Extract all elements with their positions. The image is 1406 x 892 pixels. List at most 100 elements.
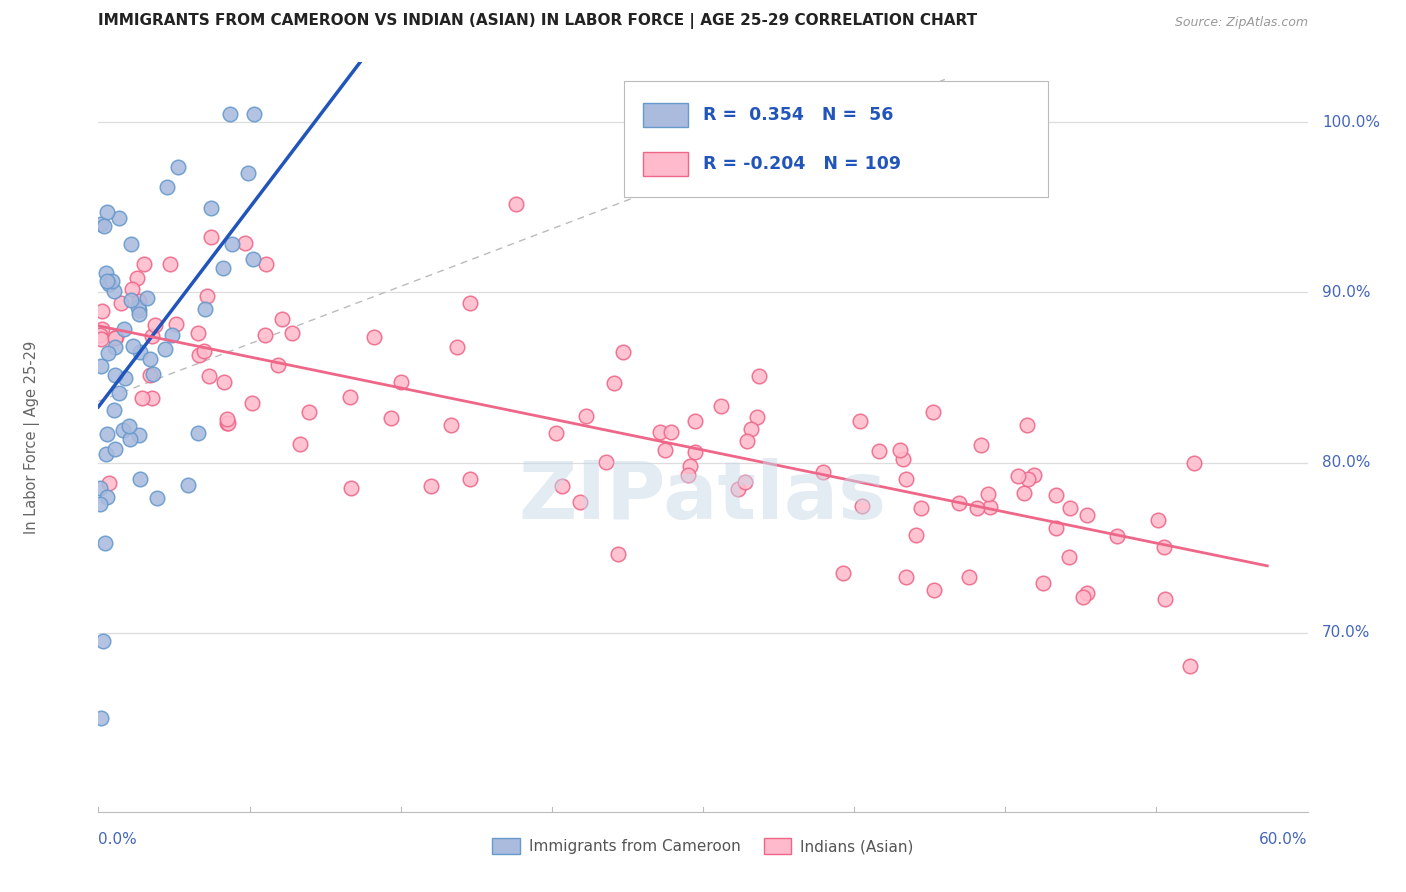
Point bbox=[339, 391, 361, 405]
Point bbox=[141, 329, 163, 343]
Point bbox=[1076, 586, 1098, 600]
Point bbox=[1007, 469, 1029, 483]
Point bbox=[813, 466, 835, 480]
Point bbox=[120, 237, 142, 252]
Point bbox=[868, 443, 890, 458]
Text: ZIPatlas: ZIPatlas bbox=[519, 458, 887, 536]
Point bbox=[1032, 576, 1054, 591]
Point bbox=[922, 404, 945, 418]
Point bbox=[966, 501, 988, 516]
Point bbox=[93, 219, 115, 233]
Point bbox=[889, 442, 911, 457]
Point bbox=[214, 375, 236, 389]
Point bbox=[240, 396, 263, 410]
Point bbox=[380, 410, 402, 425]
Point bbox=[1154, 591, 1177, 606]
Point bbox=[254, 258, 277, 272]
Point bbox=[1045, 521, 1067, 535]
Point bbox=[924, 583, 946, 598]
Point bbox=[155, 180, 177, 194]
Point bbox=[195, 289, 218, 303]
Point bbox=[145, 318, 167, 333]
Point bbox=[568, 495, 591, 509]
Point bbox=[211, 261, 233, 276]
Point bbox=[957, 570, 980, 584]
Point bbox=[146, 491, 169, 505]
Text: IMMIGRANTS FROM CAMEROON VS INDIAN (ASIAN) IN LABOR FORCE | AGE 25-29 CORRELATIO: IMMIGRANTS FROM CAMEROON VS INDIAN (ASIA… bbox=[98, 12, 977, 29]
Point bbox=[131, 391, 153, 405]
Point bbox=[105, 330, 128, 344]
Point bbox=[103, 340, 125, 354]
Point bbox=[118, 419, 141, 434]
Point bbox=[91, 322, 114, 336]
Point bbox=[104, 331, 127, 345]
Point bbox=[740, 422, 762, 436]
Legend: Immigrants from Cameroon, Indians (Asian): Immigrants from Cameroon, Indians (Asian… bbox=[486, 832, 920, 860]
Point bbox=[977, 487, 1000, 501]
Point bbox=[1178, 658, 1201, 673]
Point bbox=[138, 368, 160, 382]
Point bbox=[90, 359, 112, 373]
Point bbox=[153, 342, 176, 356]
Point bbox=[446, 340, 468, 354]
FancyBboxPatch shape bbox=[643, 152, 689, 176]
Point bbox=[297, 405, 319, 419]
Point bbox=[114, 371, 136, 385]
Point bbox=[242, 252, 264, 266]
Point bbox=[1107, 529, 1129, 543]
Point bbox=[104, 442, 127, 456]
Text: 0.0%: 0.0% bbox=[98, 832, 138, 847]
Point bbox=[98, 277, 121, 291]
Text: R =  0.354   N =  56: R = 0.354 N = 56 bbox=[703, 106, 893, 124]
Point bbox=[90, 711, 112, 725]
Point bbox=[128, 344, 150, 359]
Point bbox=[236, 166, 259, 180]
Point bbox=[896, 472, 918, 486]
Point bbox=[363, 330, 385, 344]
Point bbox=[100, 274, 122, 288]
Point bbox=[94, 447, 117, 461]
Point bbox=[94, 536, 117, 550]
Point bbox=[281, 326, 304, 340]
Point bbox=[607, 547, 630, 561]
Point bbox=[187, 426, 209, 441]
Point bbox=[219, 106, 242, 120]
Text: 70.0%: 70.0% bbox=[1322, 625, 1371, 640]
Point bbox=[134, 257, 156, 271]
Point bbox=[1153, 540, 1175, 554]
Point bbox=[270, 311, 292, 326]
Point bbox=[89, 327, 111, 342]
Text: 90.0%: 90.0% bbox=[1322, 285, 1371, 300]
Point bbox=[1017, 473, 1039, 487]
Point bbox=[551, 478, 574, 492]
Point bbox=[128, 303, 150, 318]
Point bbox=[89, 497, 111, 511]
Text: R = -0.204   N = 109: R = -0.204 N = 109 bbox=[703, 154, 901, 172]
Point bbox=[654, 442, 676, 457]
Point bbox=[1071, 591, 1094, 605]
Point bbox=[198, 369, 221, 384]
Point bbox=[612, 345, 634, 359]
Point bbox=[1147, 513, 1170, 527]
Point bbox=[194, 301, 217, 316]
Point bbox=[94, 266, 117, 280]
Point bbox=[122, 339, 145, 353]
Point bbox=[135, 291, 157, 305]
Point bbox=[737, 434, 759, 448]
Point bbox=[460, 471, 482, 485]
Point bbox=[96, 426, 118, 441]
Point bbox=[112, 423, 135, 437]
Point bbox=[200, 201, 222, 215]
Point bbox=[1014, 486, 1036, 500]
Point bbox=[89, 481, 111, 495]
Point bbox=[340, 481, 363, 495]
Point bbox=[97, 345, 120, 359]
Point bbox=[254, 327, 277, 342]
Point bbox=[851, 500, 873, 514]
Point bbox=[90, 304, 112, 318]
Point bbox=[127, 300, 149, 314]
Text: In Labor Force | Age 25-29: In Labor Force | Age 25-29 bbox=[24, 341, 39, 533]
Point bbox=[200, 229, 222, 244]
Text: Source: ZipAtlas.com: Source: ZipAtlas.com bbox=[1174, 16, 1308, 29]
Point bbox=[748, 368, 770, 383]
